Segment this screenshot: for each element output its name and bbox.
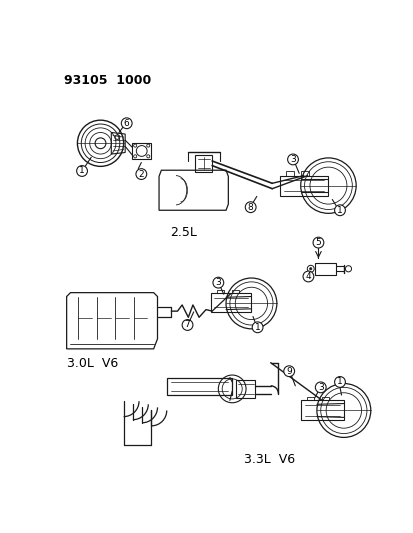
Bar: [279, 175, 327, 196]
Circle shape: [283, 366, 294, 377]
Text: 3.0L  V6: 3.0L V6: [66, 357, 118, 369]
Text: 1: 1: [79, 166, 85, 175]
Circle shape: [212, 277, 223, 288]
Circle shape: [252, 322, 262, 333]
Text: 5: 5: [315, 238, 320, 247]
Text: 3: 3: [290, 155, 295, 164]
Bar: [321, 397, 328, 400]
Text: 1: 1: [254, 323, 260, 332]
Circle shape: [312, 237, 323, 248]
Bar: [301, 171, 309, 175]
Circle shape: [287, 154, 298, 165]
Bar: [300, 400, 343, 421]
Bar: [195, 155, 212, 172]
Text: 9: 9: [286, 367, 291, 376]
Circle shape: [135, 168, 146, 180]
Circle shape: [244, 202, 256, 213]
Text: 3: 3: [317, 383, 323, 392]
Bar: [216, 289, 223, 294]
Text: 2: 2: [138, 169, 144, 179]
Text: 3: 3: [215, 278, 221, 287]
Text: 93105  1000: 93105 1000: [64, 74, 150, 87]
Text: 2.5L: 2.5L: [170, 225, 197, 239]
Bar: [210, 294, 251, 312]
Bar: [132, 142, 151, 159]
Bar: [285, 171, 293, 175]
Circle shape: [309, 268, 311, 270]
Circle shape: [302, 271, 313, 282]
Bar: [166, 378, 232, 395]
Bar: [314, 263, 335, 275]
Bar: [232, 289, 239, 294]
Circle shape: [334, 205, 344, 216]
Text: 1: 1: [336, 206, 342, 215]
Text: 8: 8: [247, 203, 253, 212]
Text: 4: 4: [305, 272, 311, 281]
Text: 7: 7: [184, 320, 190, 329]
Circle shape: [334, 377, 344, 387]
Bar: [235, 379, 255, 398]
Circle shape: [76, 166, 87, 176]
Text: 3.3L  V6: 3.3L V6: [243, 453, 294, 466]
Text: 1: 1: [336, 377, 342, 386]
Circle shape: [315, 382, 325, 393]
Circle shape: [182, 320, 192, 330]
Bar: [306, 397, 313, 400]
Text: 6: 6: [123, 119, 129, 128]
Circle shape: [121, 118, 132, 128]
